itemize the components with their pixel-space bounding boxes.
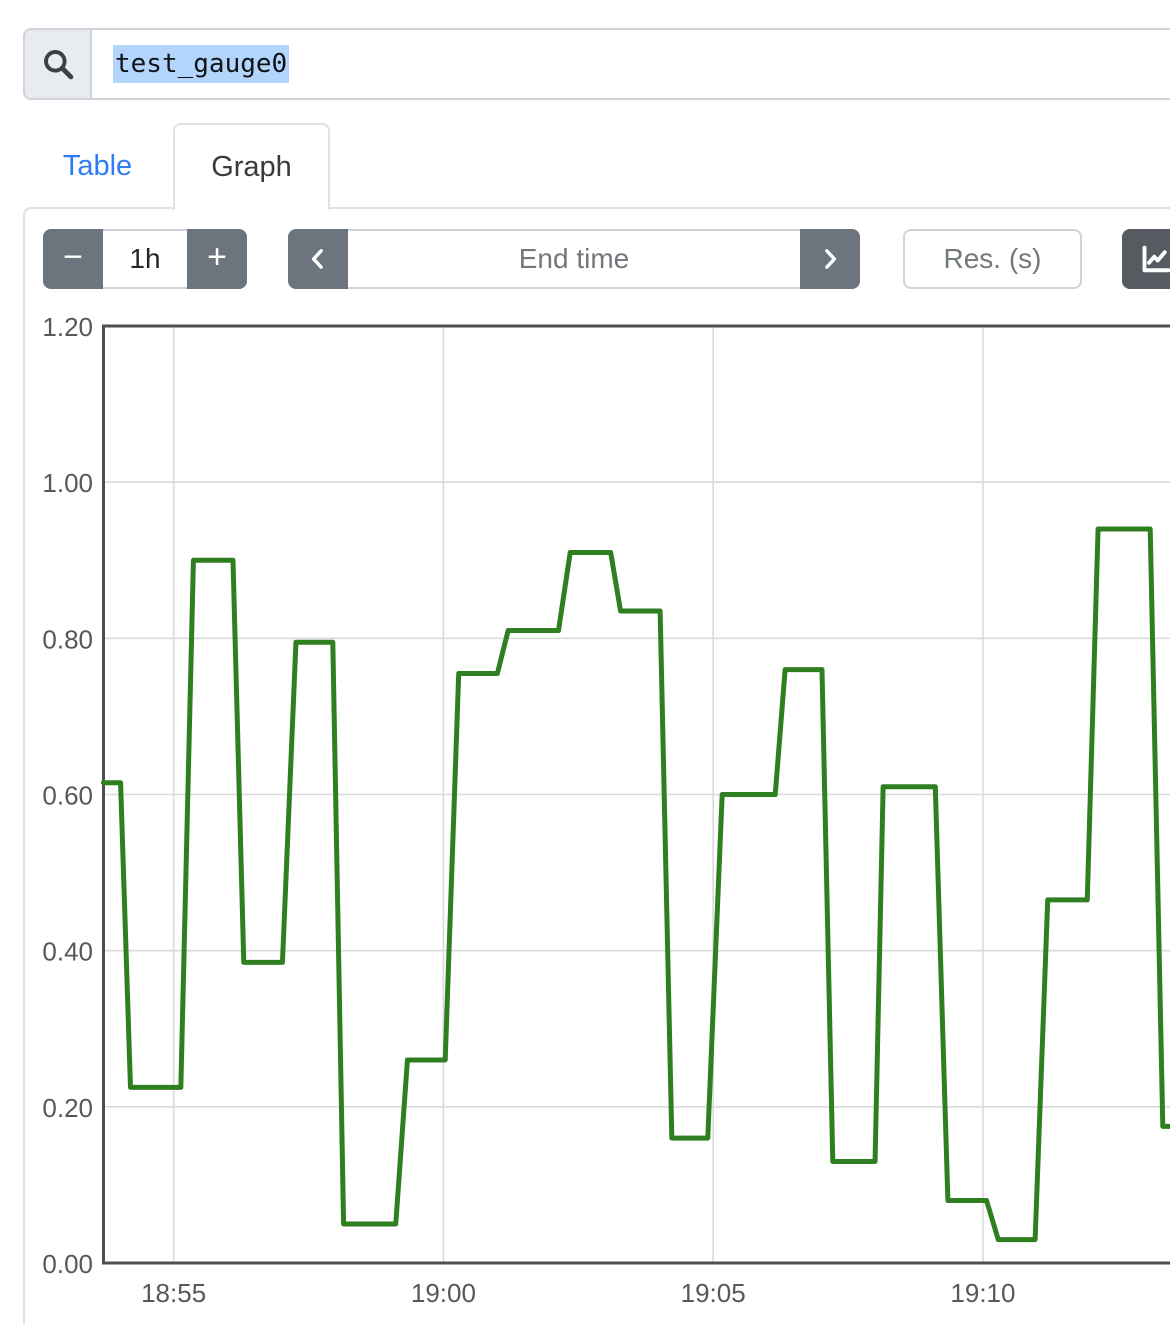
tab-graph[interactable]: Graph [173,123,330,211]
resolution-input[interactable] [903,229,1082,289]
y-tick-label: 0.80 [42,624,93,654]
end-time-input[interactable] [348,229,800,289]
minus-icon: − [63,238,83,276]
expression-input[interactable]: test_gauge0 [92,28,1170,100]
plot-border [102,324,1170,1265]
plus-icon: + [207,238,227,276]
y-tick-label: 1.20 [42,312,93,342]
x-tick-label: 19:05 [681,1278,746,1308]
x-tick-label: 19:00 [411,1278,476,1308]
y-tick-label: 1.00 [42,468,93,498]
expression-selected-text: test_gauge0 [113,45,290,83]
chevron-right-icon [825,249,837,269]
y-tick-label: 0.40 [42,937,93,967]
range-duration-input[interactable] [103,229,187,289]
x-tick-label: 18:55 [141,1278,206,1308]
search-icon [43,50,73,80]
x-tick-label: 19:10 [950,1278,1015,1308]
expression-input-group: test_gauge0 [23,28,1170,100]
y-tick-label: 0.00 [42,1249,93,1279]
graph-panel [23,207,1170,1324]
y-tick-label: 0.20 [42,1093,93,1123]
series-line [101,526,1170,1243]
increase-range-button[interactable]: + [187,229,247,289]
tab-table[interactable]: Table [62,149,133,182]
line-chart-icon [1142,245,1170,273]
shift-time-forward-button[interactable] [800,229,860,289]
graph-chart-area[interactable]: 0.00 0.20 0.40 0.60 0.80 1.00 1.20 18:55 19:00 19… [0,300,1170,1324]
y-tick-label: 0.60 [42,781,93,811]
chevron-left-icon [311,249,323,269]
shift-time-back-button[interactable] [288,229,348,289]
search-addon [23,28,92,100]
chart-toggle-button[interactable] [1122,229,1170,289]
decrease-range-button[interactable]: − [43,229,103,289]
